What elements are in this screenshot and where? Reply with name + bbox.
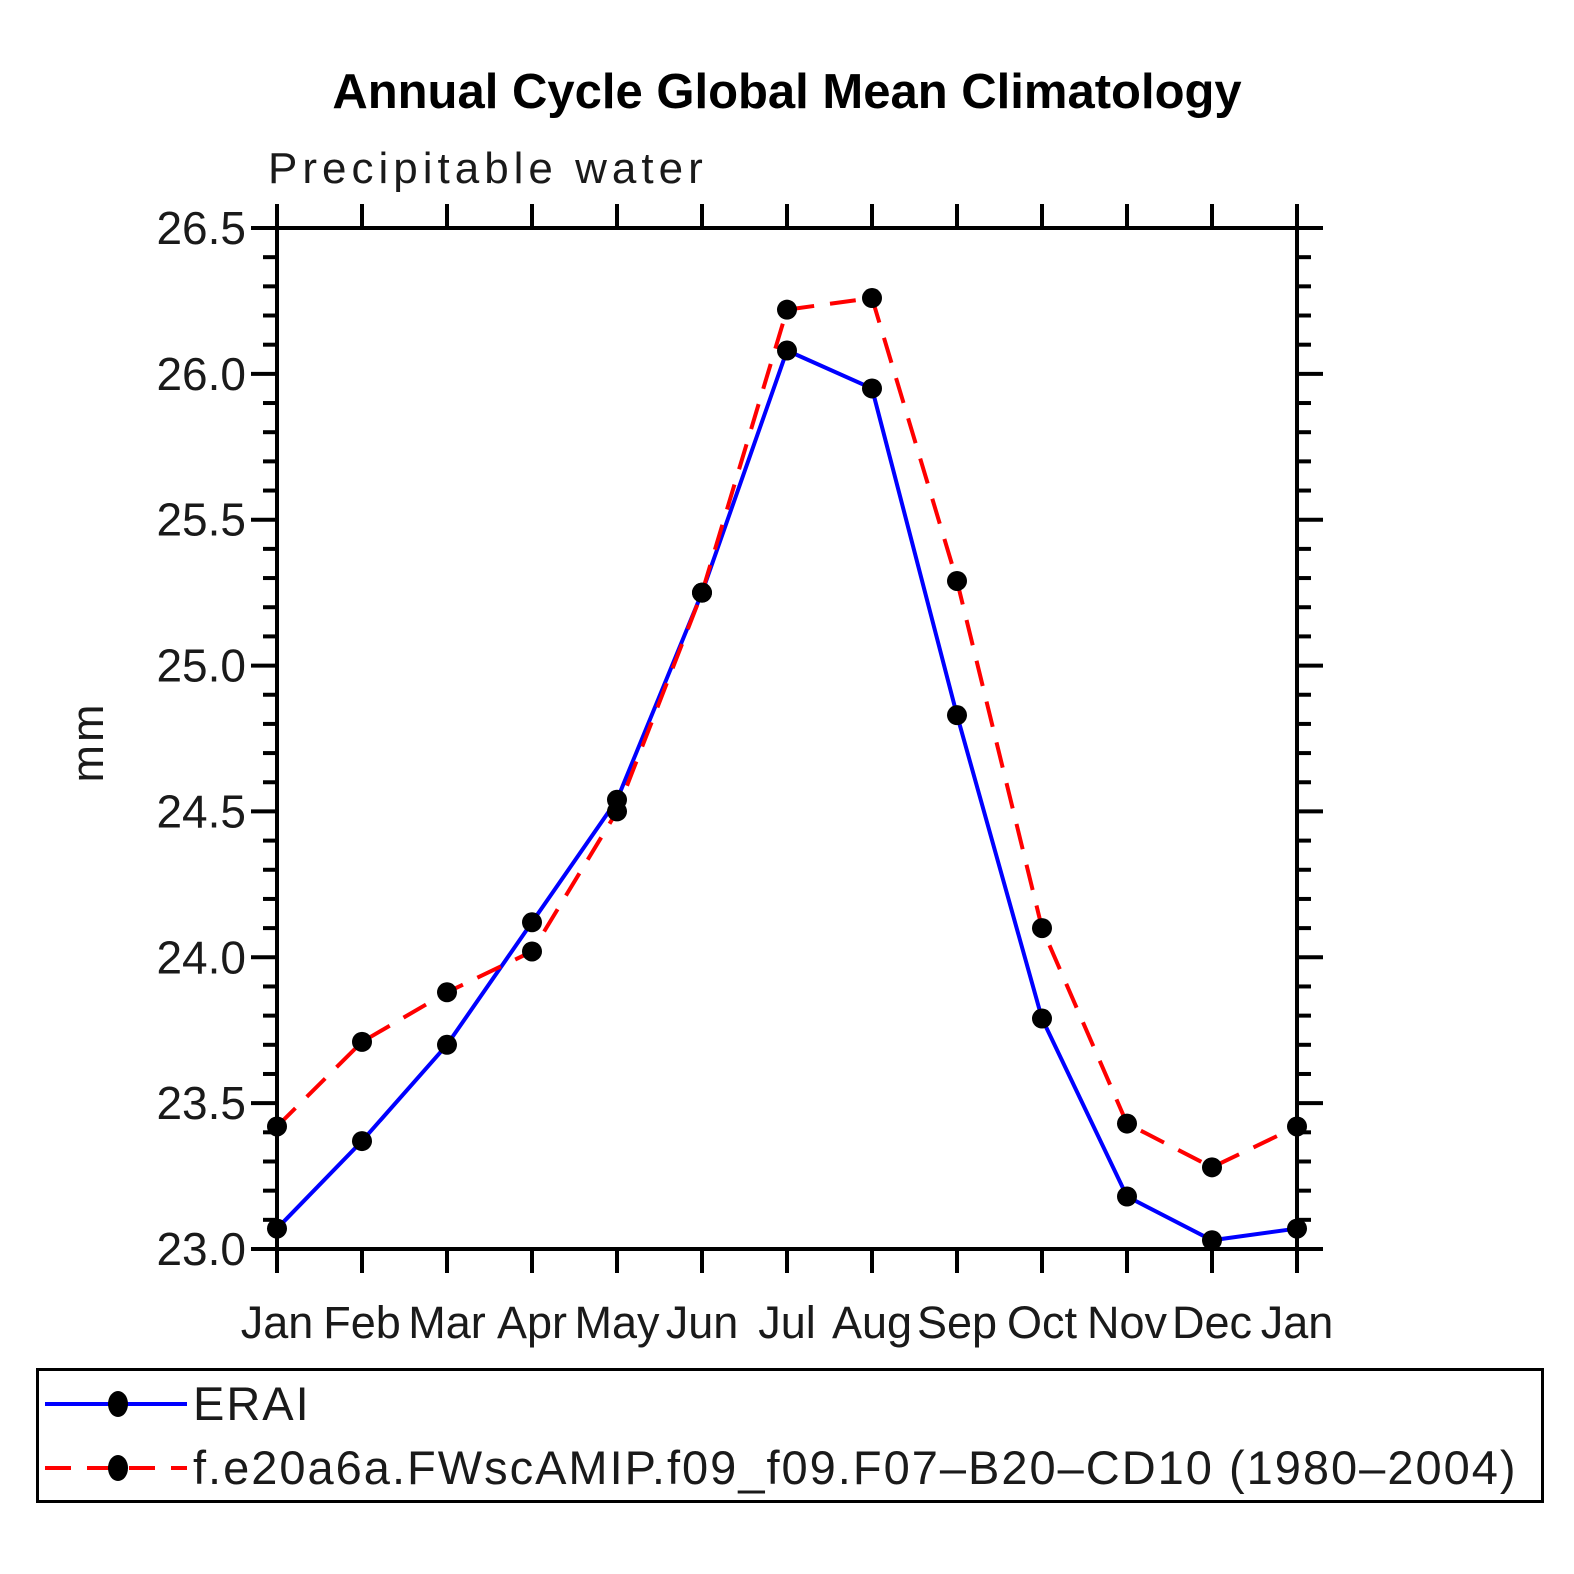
data-point-erai-oct-9 bbox=[1032, 1008, 1052, 1029]
y-tick-label: 24.0 bbox=[156, 931, 246, 983]
x-tick-label: Oct bbox=[1007, 1297, 1078, 1348]
y-tick-label: 24.5 bbox=[156, 785, 246, 837]
legend-label-erai: ERAI bbox=[193, 1377, 311, 1430]
data-point-erai-sep-8 bbox=[947, 705, 967, 726]
data-point-erai-mar-2 bbox=[437, 1034, 457, 1055]
x-tick-label: Jun bbox=[666, 1297, 739, 1348]
plot-frame bbox=[275, 226, 1299, 1251]
legend-item-erai: ERAI bbox=[39, 1376, 1541, 1432]
x-tick-label: Jul bbox=[758, 1297, 816, 1348]
data-point-model-sep-8 bbox=[947, 570, 967, 591]
data-point-erai-feb-1 bbox=[352, 1131, 372, 1152]
x-tick-label: Jan bbox=[1261, 1297, 1334, 1348]
legend-box: ERAI f.e20a6a.FWscAMIP.f09_f09.F07–B20–C… bbox=[36, 1368, 1544, 1503]
data-point-model-oct-9 bbox=[1032, 918, 1052, 939]
y-tick-label: 25.5 bbox=[156, 494, 246, 546]
chart-subtitle: Precipitable water bbox=[268, 144, 708, 193]
data-point-model-nov-10 bbox=[1117, 1113, 1137, 1134]
x-tick-label: Nov bbox=[1087, 1297, 1168, 1348]
legend-marker-dot bbox=[108, 1454, 128, 1481]
data-point-model-aug-7 bbox=[862, 288, 882, 309]
x-tick-label: Dec bbox=[1172, 1297, 1252, 1348]
chart-title: Annual Cycle Global Mean Climatology bbox=[332, 65, 1242, 119]
y-tick-label: 26.0 bbox=[156, 348, 246, 400]
data-point-erai-aug-7 bbox=[862, 378, 882, 399]
legend-label-model: f.e20a6a.FWscAMIP.f09_f09.F07–B20–CD10 (… bbox=[193, 1441, 1518, 1494]
x-tick-label: Aug bbox=[832, 1297, 912, 1348]
x-tick-label: Apr bbox=[497, 1297, 567, 1348]
legend-swatch-dashed-line bbox=[45, 1454, 187, 1481]
data-point-model-jan-0 bbox=[267, 1116, 287, 1137]
legend-item-model: f.e20a6a.FWscAMIP.f09_f09.F07–B20–CD10 (… bbox=[39, 1440, 1541, 1496]
y-tick-label: 25.0 bbox=[156, 640, 246, 692]
data-point-model-apr-3 bbox=[522, 941, 542, 962]
data-point-erai-apr-3 bbox=[522, 912, 542, 933]
legend-marker-dot bbox=[108, 1390, 128, 1417]
data-point-erai-nov-10 bbox=[1117, 1186, 1137, 1207]
data-point-model-dec-11 bbox=[1202, 1157, 1222, 1178]
x-tick-label: Mar bbox=[408, 1297, 486, 1348]
data-point-model-may-4 bbox=[607, 801, 627, 822]
data-point-erai-jan-12 bbox=[1287, 1218, 1307, 1239]
x-tick-label: Sep bbox=[917, 1297, 997, 1348]
data-point-model-jan-12 bbox=[1287, 1116, 1307, 1137]
data-point-model-jun-5 bbox=[692, 582, 712, 603]
y-tick-label: 26.5 bbox=[156, 202, 246, 254]
data-point-erai-jan-0 bbox=[267, 1218, 287, 1239]
data-point-erai-dec-11 bbox=[1202, 1230, 1222, 1251]
data-point-model-feb-1 bbox=[352, 1031, 372, 1052]
y-tick-label: 23.5 bbox=[156, 1077, 246, 1129]
x-tick-label: Jan bbox=[241, 1297, 314, 1348]
x-tick-label: May bbox=[574, 1297, 660, 1348]
series-line-model bbox=[275, 295, 1298, 1170]
data-point-model-mar-2 bbox=[437, 982, 457, 1003]
data-point-erai-jul-6 bbox=[777, 340, 797, 361]
legend-swatch-solid-line bbox=[45, 1390, 187, 1417]
x-tick-label: Feb bbox=[323, 1297, 401, 1348]
data-point-model-jul-6 bbox=[777, 299, 797, 320]
y-tick-label: 23.0 bbox=[156, 1223, 246, 1275]
series-line-erai bbox=[275, 347, 1298, 1243]
